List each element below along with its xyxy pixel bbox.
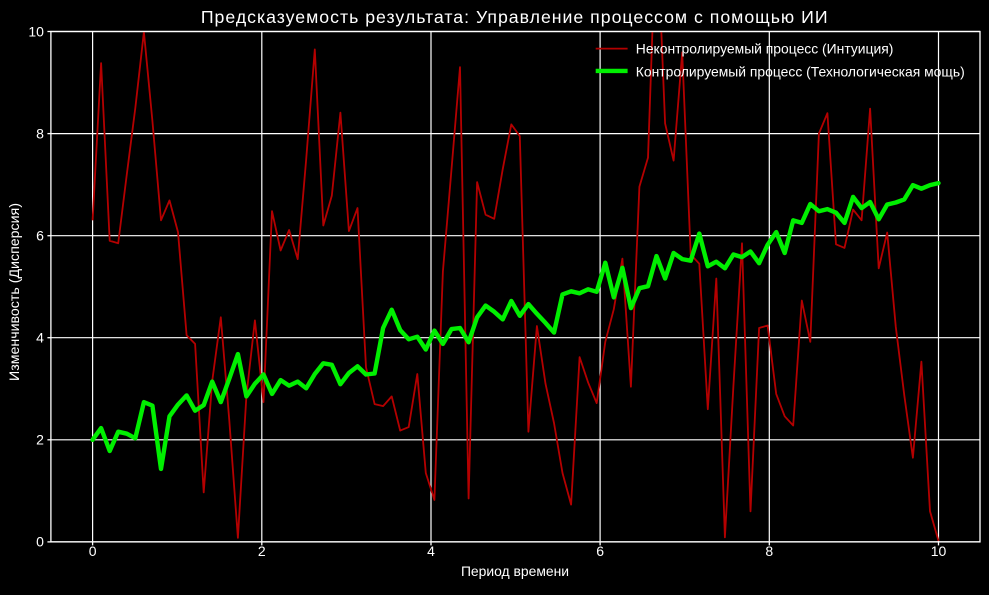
- svg-text:6: 6: [36, 228, 44, 244]
- svg-text:4: 4: [427, 543, 435, 559]
- svg-text:Неконтролируемый процесс (Инту: Неконтролируемый процесс (Интуиция): [636, 40, 894, 56]
- svg-text:Контролируемый процесс (Технол: Контролируемый процесс (Технологическая …: [636, 63, 965, 79]
- svg-text:2: 2: [258, 543, 266, 559]
- svg-text:Предсказуемость результата: Уп: Предсказуемость результата: Управление п…: [201, 7, 829, 27]
- svg-text:2: 2: [36, 432, 44, 448]
- svg-text:0: 0: [36, 534, 44, 550]
- svg-text:8: 8: [765, 543, 773, 559]
- svg-text:Период времени: Период времени: [461, 563, 569, 579]
- svg-text:10: 10: [931, 543, 947, 559]
- svg-text:6: 6: [596, 543, 604, 559]
- svg-text:Изменчивость (Дисперсия): Изменчивость (Дисперсия): [7, 203, 23, 381]
- svg-text:10: 10: [28, 23, 44, 39]
- svg-text:8: 8: [36, 125, 44, 141]
- svg-text:0: 0: [89, 543, 97, 559]
- svg-text:4: 4: [36, 330, 44, 346]
